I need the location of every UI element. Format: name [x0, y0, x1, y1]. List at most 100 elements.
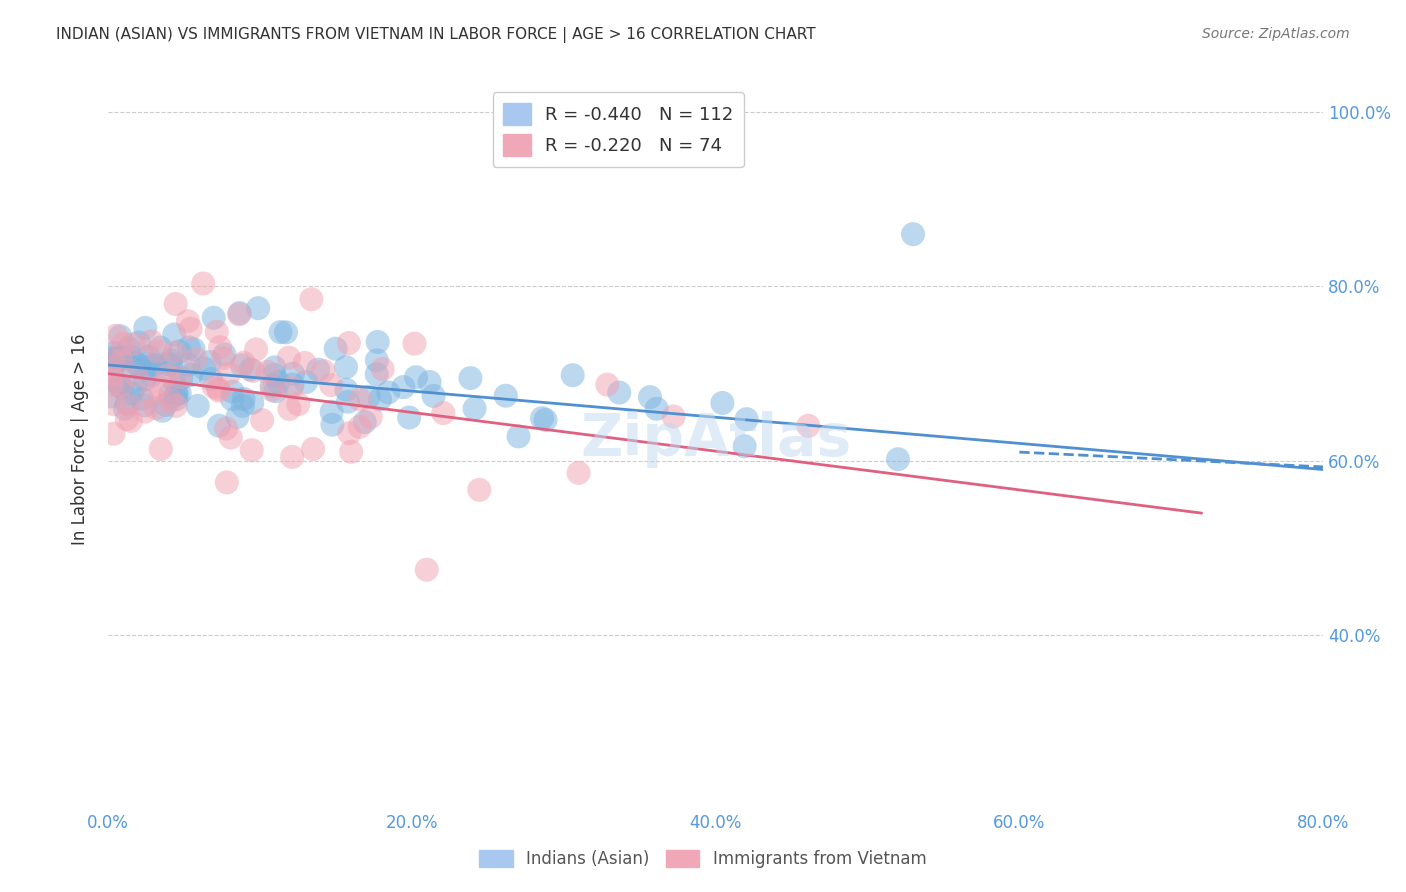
Point	[101, 377, 124, 392]
Point	[534, 413, 557, 427]
Point	[277, 351, 299, 365]
Point	[263, 368, 285, 382]
Point	[321, 405, 343, 419]
Point	[115, 412, 138, 426]
Point	[901, 227, 924, 242]
Point	[325, 342, 347, 356]
Point	[120, 349, 142, 363]
Point	[110, 378, 132, 392]
Point	[531, 411, 554, 425]
Point	[163, 327, 186, 342]
Text: INDIAN (ASIAN) VS IMMIGRANTS FROM VIETNAM IN LABOR FORCE | AGE > 16 CORRELATION : INDIAN (ASIAN) VS IMMIGRANTS FROM VIETNA…	[56, 27, 815, 43]
Point	[169, 386, 191, 401]
Point	[155, 398, 177, 412]
Point	[419, 375, 441, 389]
Point	[302, 442, 325, 456]
Point	[165, 392, 187, 407]
Point	[202, 310, 225, 325]
Point	[711, 396, 734, 410]
Point	[180, 321, 202, 335]
Point	[398, 410, 420, 425]
Point	[103, 426, 125, 441]
Point	[183, 342, 205, 356]
Point	[468, 483, 491, 497]
Point	[101, 353, 124, 368]
Point	[134, 399, 156, 413]
Point	[159, 353, 181, 368]
Point	[228, 307, 250, 321]
Point	[392, 380, 415, 394]
Point	[278, 401, 301, 416]
Point	[103, 356, 125, 370]
Point	[495, 389, 517, 403]
Point	[214, 347, 236, 361]
Point	[240, 443, 263, 458]
Text: Source: ZipAtlas.com: Source: ZipAtlas.com	[1202, 27, 1350, 41]
Point	[170, 371, 193, 385]
Point	[357, 390, 380, 404]
Point	[114, 401, 136, 416]
Point	[231, 359, 253, 373]
Y-axis label: In Labor Force | Age > 16: In Labor Force | Age > 16	[72, 334, 89, 545]
Point	[377, 385, 399, 400]
Point	[105, 351, 128, 365]
Point	[200, 372, 222, 386]
Point	[321, 378, 343, 392]
Point	[187, 399, 209, 413]
Point	[110, 329, 132, 343]
Point	[146, 344, 169, 359]
Point	[193, 277, 215, 291]
Point	[118, 341, 141, 355]
Point	[645, 401, 668, 416]
Point	[232, 356, 254, 370]
Text: ZipAtlas: ZipAtlas	[579, 410, 851, 467]
Point	[287, 397, 309, 411]
Point	[169, 344, 191, 359]
Point	[136, 357, 159, 371]
Point	[464, 401, 486, 416]
Point	[368, 392, 391, 407]
Point	[367, 334, 389, 349]
Point	[141, 334, 163, 349]
Point	[148, 380, 170, 394]
Point	[193, 361, 215, 376]
Point	[108, 378, 131, 392]
Point	[568, 466, 591, 480]
Point	[111, 349, 134, 363]
Point	[138, 360, 160, 375]
Point	[134, 372, 156, 386]
Point	[160, 357, 183, 371]
Point	[159, 393, 181, 408]
Point	[163, 345, 186, 359]
Point	[281, 377, 304, 392]
Point	[125, 369, 148, 384]
Point	[180, 368, 202, 382]
Point	[219, 431, 242, 445]
Point	[166, 386, 188, 401]
Point	[156, 368, 179, 383]
Point	[269, 325, 291, 339]
Point	[134, 404, 156, 418]
Point	[100, 389, 122, 403]
Point	[101, 364, 124, 378]
Point	[215, 421, 238, 435]
Point	[108, 377, 131, 392]
Point	[177, 314, 200, 328]
Point	[422, 389, 444, 403]
Point	[260, 378, 283, 392]
Point	[281, 450, 304, 464]
Point	[232, 392, 254, 406]
Legend: Indians (Asian), Immigrants from Vietnam: Indians (Asian), Immigrants from Vietnam	[472, 843, 934, 875]
Point	[274, 326, 297, 340]
Point	[299, 292, 322, 306]
Point	[416, 563, 439, 577]
Point	[110, 353, 132, 368]
Point	[221, 392, 243, 407]
Point	[263, 360, 285, 375]
Point	[337, 426, 360, 441]
Point	[797, 418, 820, 433]
Point	[335, 360, 357, 375]
Point	[202, 379, 225, 393]
Point	[335, 383, 357, 397]
Point	[149, 341, 172, 355]
